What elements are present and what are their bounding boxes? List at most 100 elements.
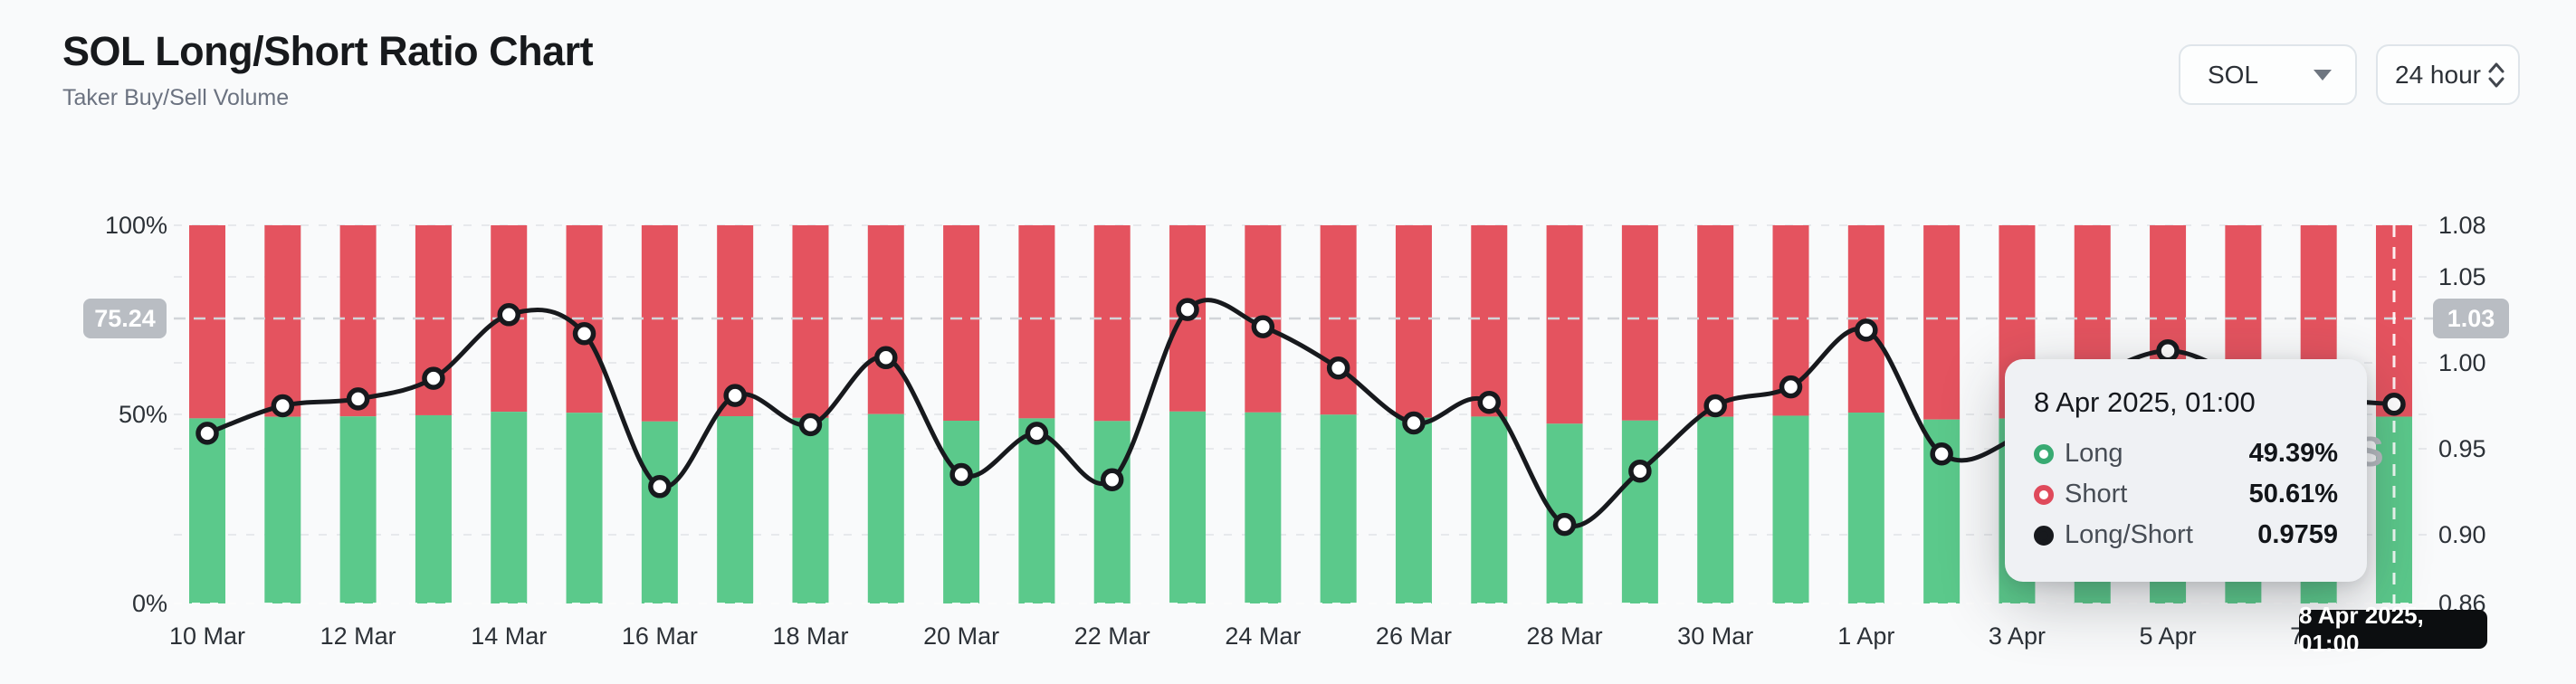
bar-long <box>1169 411 1207 603</box>
line-point <box>723 384 747 407</box>
axis-tick-label: 3 Apr <box>1989 622 2046 650</box>
bar-short <box>189 225 225 419</box>
tooltip-row-short: Short 50.61% <box>2034 480 2338 509</box>
bar-long <box>867 413 904 603</box>
axis-tick-label: 26 Mar <box>1376 622 1452 650</box>
interval-select-value: 24 hour <box>2395 60 2481 89</box>
tooltip-short-label: Short <box>2065 480 2128 508</box>
line-point <box>874 346 898 370</box>
bar-long <box>491 412 528 603</box>
axis-tick-label: 100% <box>105 212 167 239</box>
line-point <box>1176 298 1199 321</box>
symbol-select[interactable]: SOL <box>2179 44 2357 105</box>
bar-long <box>1621 420 1658 603</box>
crosshair-left-axis-badge: 75.24 <box>83 299 167 338</box>
bar-short <box>792 225 829 418</box>
bar-long <box>1847 413 1884 603</box>
bar-short <box>1018 225 1055 419</box>
bar-short <box>1471 225 1508 417</box>
page-title: SOL Long/Short Ratio Chart <box>62 28 594 74</box>
tooltip-long-value: 49.39% <box>2248 439 2338 468</box>
bar-short <box>1621 225 1658 421</box>
axis-tick-label: 1.00 <box>2438 349 2486 376</box>
tooltip-row-long: Long 49.39% <box>2034 439 2338 469</box>
page-subtitle: Taker Buy/Sell Volume <box>62 85 290 110</box>
axis-tick-label: 1.05 <box>2438 263 2486 290</box>
bar-short <box>1546 225 1583 424</box>
line-point <box>648 475 672 499</box>
tooltip-short-value: 50.61% <box>2248 480 2338 508</box>
line-point <box>1100 468 1124 491</box>
bar-long <box>792 417 829 603</box>
bar-short <box>1093 225 1131 422</box>
bar-short <box>1923 225 1961 420</box>
bar-long <box>943 421 980 603</box>
axis-tick-label: 28 Mar <box>1527 622 1603 650</box>
line-point <box>572 321 596 346</box>
axis-tick-label: 50% <box>119 401 167 428</box>
bar-long <box>1697 416 1734 603</box>
axis-tick-label: 0.90 <box>2438 521 2486 548</box>
crosshair-right-axis-badge: 1.03 <box>2433 299 2509 338</box>
line-point <box>798 413 823 437</box>
axis-tick-label: 16 Mar <box>622 622 698 650</box>
axis-tick-label: 14 Mar <box>471 622 547 650</box>
axis-tick-label: 22 Mar <box>1074 622 1150 650</box>
line-point <box>196 422 219 445</box>
bar-short <box>1697 225 1734 417</box>
bar-long <box>1772 415 1809 603</box>
chart-tooltip: 8 Apr 2025, 01:00 Long 49.39% Short 50.6… <box>2005 359 2367 582</box>
axis-tick-label: 20 Mar <box>923 622 999 650</box>
bar-long <box>1018 418 1055 603</box>
line-point <box>346 387 370 411</box>
long-short-marker-icon <box>2034 525 2054 546</box>
tooltip-row-ratio: Long/Short 0.9759 <box>2034 520 2338 550</box>
bar-long <box>1245 412 1282 603</box>
axis-tick-label: 1 Apr <box>1837 622 1894 650</box>
tooltip-title: 8 Apr 2025, 01:00 <box>2034 386 2256 418</box>
axis-tick-label: 5 Apr <box>2140 622 2197 650</box>
up-down-chevrons-icon <box>2488 62 2504 87</box>
symbol-select-value: SOL <box>2208 60 2259 89</box>
bar-long <box>1320 414 1357 603</box>
bar-short <box>943 225 980 422</box>
bar-short <box>867 225 904 414</box>
line-point <box>1477 390 1502 414</box>
line-point <box>1326 356 1350 380</box>
axis-tick-label: 10 Mar <box>169 622 245 650</box>
bar-short <box>264 225 301 417</box>
line-point <box>1025 422 1049 445</box>
line-point <box>271 394 295 418</box>
bar-long <box>1395 417 1432 603</box>
line-point <box>422 366 445 390</box>
bar-short <box>641 225 678 422</box>
line-point <box>497 303 520 327</box>
bar-long <box>264 416 301 603</box>
axis-tick-label: 18 Mar <box>772 622 848 650</box>
short-marker-icon <box>2034 484 2054 505</box>
line-point <box>1930 442 1953 466</box>
axis-tick-label: 1.08 <box>2438 212 2486 239</box>
bar-long <box>717 416 754 603</box>
chevron-down-icon <box>2314 69 2332 81</box>
long-marker-icon <box>2034 443 2054 464</box>
bar-short <box>1395 225 1432 418</box>
axis-tick-label: 12 Mar <box>320 622 396 650</box>
axis-tick-label: 0.95 <box>2438 435 2486 462</box>
crosshair-date-badge: 8 Apr 2025, 01:00 <box>2299 602 2487 657</box>
bar-short <box>1320 225 1357 415</box>
line-point <box>1628 459 1652 483</box>
tooltip-ratio-value: 0.9759 <box>2257 520 2338 549</box>
bar-long <box>1093 421 1131 603</box>
line-point <box>1703 394 1727 418</box>
interval-select[interactable]: 24 hour <box>2376 44 2520 105</box>
bar-long <box>189 418 225 603</box>
line-point <box>1402 411 1426 435</box>
line-point <box>2382 393 2406 416</box>
line-point <box>1855 318 1878 342</box>
chart-title-block: SOL Long/Short Ratio Chart Taker Buy/Sel… <box>62 27 594 111</box>
bar-short <box>339 225 377 417</box>
line-point <box>1779 375 1803 399</box>
line-point <box>2156 338 2180 363</box>
